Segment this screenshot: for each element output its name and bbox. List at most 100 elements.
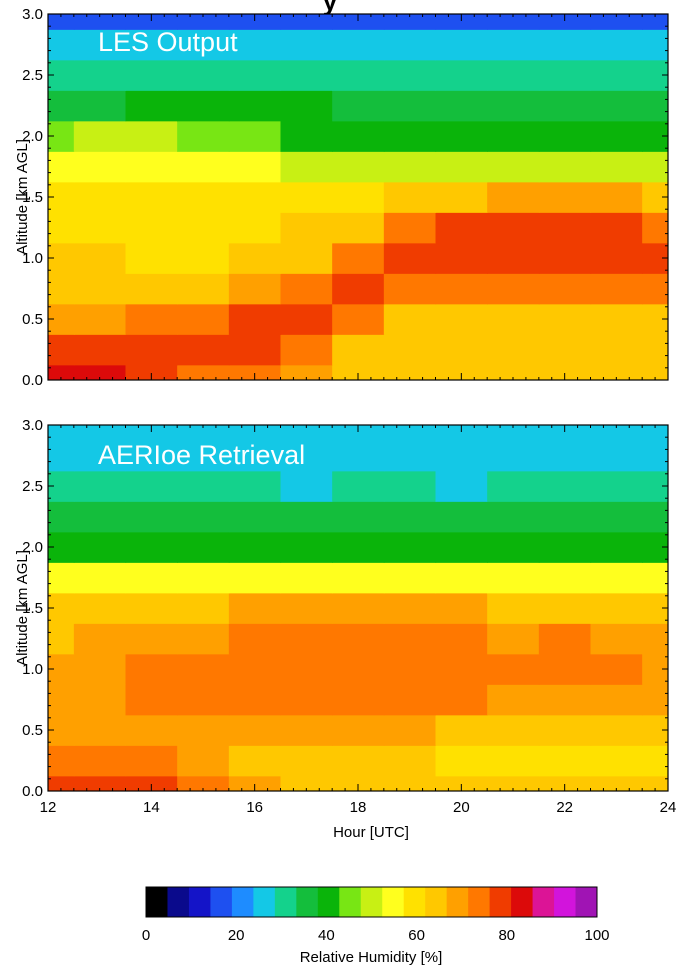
heatmap-cell xyxy=(590,151,643,183)
heatmap-cell xyxy=(538,242,592,274)
heatmap-cell xyxy=(435,745,488,777)
heatmap-cell xyxy=(73,440,127,472)
heatmap-cell xyxy=(332,592,385,624)
colorbar-swatch xyxy=(489,887,512,917)
heatmap-cell xyxy=(228,181,282,213)
y-tick-label: 1.5 xyxy=(22,189,43,206)
heatmap-cell xyxy=(383,470,437,502)
heatmap-cell xyxy=(642,745,668,777)
heatmap-cell xyxy=(383,29,437,61)
heatmap-cell xyxy=(332,181,385,213)
heatmap-cell xyxy=(228,440,282,472)
heatmap-cell xyxy=(435,59,488,91)
heatmap-cell xyxy=(280,212,333,244)
heatmap-cell xyxy=(332,303,385,335)
heatmap-cell xyxy=(73,470,127,502)
heatmap-cell xyxy=(177,684,230,716)
heatmap-cell xyxy=(280,303,333,335)
x-tick-label: 20 xyxy=(453,799,470,816)
heatmap-cell xyxy=(177,592,230,624)
heatmap-cell xyxy=(332,531,385,563)
y-tick-label: 1.0 xyxy=(22,250,43,267)
heatmap-cell xyxy=(435,151,488,183)
colorbar-tick-label: 20 xyxy=(228,927,245,944)
heatmap-cell xyxy=(435,29,488,61)
heatmap-cell xyxy=(642,151,668,183)
heatmap-cell xyxy=(538,14,592,30)
heatmap-cell xyxy=(73,303,127,335)
heatmap-cell xyxy=(228,562,282,594)
heatmap-cells-aerioe xyxy=(48,425,668,791)
heatmap-cell xyxy=(383,501,437,533)
heatmap-cell xyxy=(487,151,540,183)
heatmap-cell xyxy=(538,29,592,61)
heatmap-cell xyxy=(332,242,385,274)
heatmap-cell xyxy=(538,303,592,335)
heatmap-cell xyxy=(538,59,592,91)
heatmap-cell xyxy=(538,273,592,305)
heatmap-cell xyxy=(177,273,230,305)
heatmap-cell xyxy=(125,212,178,244)
heatmap-cell xyxy=(590,273,643,305)
heatmap-cell xyxy=(280,425,333,441)
heatmap-cell xyxy=(332,59,385,91)
heatmap-cell xyxy=(435,592,488,624)
heatmap-cell xyxy=(642,14,668,30)
heatmap-cell xyxy=(487,303,540,335)
heatmap-cell xyxy=(538,90,592,122)
heatmap-cell xyxy=(332,334,385,366)
heatmap-cell xyxy=(228,714,282,746)
heatmap-cell xyxy=(538,653,592,685)
heatmap-cell xyxy=(73,90,127,122)
heatmap-cell xyxy=(280,29,333,61)
heatmap-cell xyxy=(73,562,127,594)
y-tick-label: 1.0 xyxy=(22,661,43,678)
heatmap-cell xyxy=(125,425,178,441)
heatmap-cell xyxy=(280,334,333,366)
colorbar-swatch xyxy=(296,887,319,917)
heatmap-cell xyxy=(642,212,668,244)
heatmap-cell xyxy=(48,29,75,61)
heatmap-cell xyxy=(642,29,668,61)
colorbar-tick-label: 0 xyxy=(142,927,150,944)
heatmap-cell xyxy=(48,684,75,716)
heatmap-cell xyxy=(487,59,540,91)
heatmap-cell xyxy=(228,120,282,152)
x-tick-label: 14 xyxy=(143,799,160,816)
heatmap-cell xyxy=(642,775,668,791)
heatmap-cell xyxy=(538,623,592,655)
heatmap-cell xyxy=(177,562,230,594)
heatmap-cell xyxy=(538,501,592,533)
heatmap-cell xyxy=(487,531,540,563)
heatmap-cell xyxy=(228,684,282,716)
heatmap-cell xyxy=(590,745,643,777)
heatmap-cell xyxy=(228,14,282,30)
y-tick-label: 3.0 xyxy=(22,6,43,23)
heatmap-cell xyxy=(73,334,127,366)
x-tick-label: 18 xyxy=(350,799,367,816)
heatmap-cell xyxy=(177,14,230,30)
heatmap-cell xyxy=(383,364,437,380)
heatmap-cell xyxy=(73,745,127,777)
colorbar-tick-label: 60 xyxy=(408,927,425,944)
heatmap-cell xyxy=(590,242,643,274)
heatmap-cell xyxy=(177,425,230,441)
x-tick-label: 22 xyxy=(556,799,573,816)
y-axis-les: 0.0 0.5 1.0 1.5 2.0 2.5 3.0 xyxy=(22,6,668,389)
heatmap-cell xyxy=(590,653,643,685)
heatmap-cell xyxy=(590,623,643,655)
heatmap-cell xyxy=(332,364,385,380)
heatmap-cell xyxy=(177,470,230,502)
heatmap-cell xyxy=(228,242,282,274)
heatmap-cell xyxy=(125,90,178,122)
heatmap-cell xyxy=(73,653,127,685)
heatmap-cell xyxy=(642,425,668,441)
heatmap-cell xyxy=(125,745,178,777)
heatmap-cell xyxy=(228,775,282,791)
heatmap-cell xyxy=(435,470,488,502)
heatmap-cell xyxy=(487,592,540,624)
heatmap-cell xyxy=(228,653,282,685)
heatmap-cell xyxy=(487,684,540,716)
heatmap-cell xyxy=(383,623,437,655)
heatmap-cell xyxy=(435,120,488,152)
